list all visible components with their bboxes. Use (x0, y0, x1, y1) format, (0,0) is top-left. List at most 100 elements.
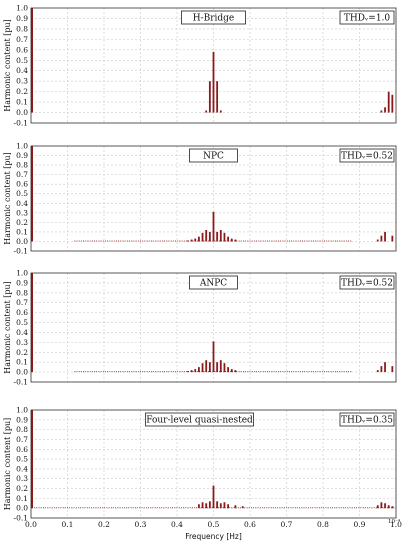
y-axis-label: Harmonic content [pu] (3, 418, 12, 511)
y-axis-label: Harmonic content [pu] (3, 152, 12, 245)
subplot-title-box (189, 148, 238, 163)
y-tick-label: 0.7 (16, 435, 28, 444)
subplot-2: 1.00.90.80.70.60.50.40.30.20.10.0-0.1Har… (3, 142, 397, 256)
harmonic-bar (391, 235, 394, 242)
subplot-title: NPC (203, 152, 224, 162)
subplot-3: 1.00.90.80.70.60.50.40.30.20.10.0-0.1Har… (3, 269, 397, 387)
harmonic-bar (205, 503, 208, 509)
subplot-title: Four-level quasi-nested (146, 416, 253, 426)
harmonic-bar (380, 110, 383, 113)
harmonic-bar (376, 239, 379, 242)
harmonic-bar (208, 501, 211, 509)
harmonic-bar (384, 107, 386, 113)
y-tick-label: 0.0 (16, 504, 28, 513)
y-tick-label: 0.0 (16, 368, 28, 377)
harmonic-bar (31, 146, 33, 242)
x-axis-multiplier: 10⁻⁴ (388, 518, 401, 525)
subplot-title: H-Bridge (193, 14, 235, 24)
harmonic-bar (384, 231, 386, 242)
harmonic-bar (212, 341, 215, 373)
harmonic-bar (201, 363, 204, 373)
y-tick-label: 0.2 (16, 348, 28, 357)
harmonic-bar (205, 110, 208, 113)
y-axis-label: Harmonic content [pu] (3, 281, 12, 374)
y-tick-label: 0.4 (16, 328, 28, 337)
harmonic-bar (219, 360, 222, 373)
x-tick-label: 0.5 (208, 520, 220, 529)
y-tick-label: 1.0 (16, 269, 28, 278)
y-tick-label: 0.3 (16, 208, 28, 217)
plot-frame (30, 409, 397, 519)
harmonic-bar (208, 362, 211, 373)
y-tick-label: 0.6 (16, 308, 28, 317)
y-axis-label: Harmonic content [pu] (3, 19, 12, 112)
harmonic-bar (194, 369, 197, 373)
y-tick-label: 1.0 (16, 406, 28, 415)
harmonic-bar (212, 485, 215, 509)
y-tick-label: 0.2 (16, 484, 28, 493)
subplot-title: ANPC (199, 279, 227, 289)
y-tick-label: 0.9 (16, 415, 28, 424)
y-tick-label: 0.1 (16, 98, 28, 107)
harmonic-bar (212, 211, 215, 242)
harmonic-bar (230, 238, 233, 242)
harmonic-bar (216, 501, 219, 509)
harmonic-bar (198, 367, 200, 373)
y-tick-label: 0.5 (16, 56, 28, 65)
harmonic-bar (216, 362, 219, 373)
harmonic-bar (31, 273, 33, 373)
harmonic-bar (384, 362, 386, 373)
x-tick-label: 0.8 (317, 520, 329, 529)
harmonic-bar (208, 231, 211, 242)
harmonic-bar (201, 502, 204, 509)
thd-value: THDᵥ=0.35 (341, 416, 393, 426)
y-tick-label: 1.0 (16, 142, 28, 151)
y-tick-label: 0.5 (16, 189, 28, 198)
subplot-1: 1.00.90.8 0.70.6 0.50.4 0.30.2 0.10.0 -0.1Har… (3, 4, 397, 128)
harmonic-bar (387, 91, 390, 113)
y-tick-label: 0.6 (16, 445, 28, 454)
thd-box (339, 412, 395, 427)
x-tick-label: 0.1 (62, 520, 74, 529)
y-tick-label: 0.1 (16, 494, 28, 503)
y-tick-label: 0.4 (16, 66, 28, 75)
y-tick-label: 0.5 (16, 455, 28, 464)
harmonic-bar (31, 8, 33, 113)
harmonic-bar (205, 230, 208, 242)
harmonic-bar (387, 505, 390, 509)
y-tick-label: 0.8 (16, 24, 28, 33)
harmonic-bar (230, 369, 233, 373)
subplot-title-box (181, 10, 246, 25)
harmonic-bar (376, 505, 379, 509)
y-tick-label: 1.0 (16, 4, 28, 13)
y-tick-label: 0.4 (16, 464, 28, 473)
harmonic-bar (219, 230, 222, 242)
y-tick-label: 0.7 (16, 298, 28, 307)
y-tick-label: 0.7 (16, 35, 28, 44)
harmonic-bar (219, 110, 222, 113)
y-tick-label: 0.1 (16, 358, 28, 367)
x-tick-label: 0.7 (281, 520, 293, 529)
y-tick-label: 0.6 (16, 45, 28, 54)
y-tick-label: -0.1 (14, 247, 28, 256)
harmonic-bar (234, 505, 237, 509)
x-tick-label: 0.0 (25, 520, 37, 529)
y-tick-label: 0.2 (16, 218, 28, 227)
y-tick-label: 0.6 (16, 180, 28, 189)
y-tick-label: 0.1 (16, 227, 28, 236)
x-tick-label: 0.3 (135, 520, 147, 529)
y-tick-label: 0.8 (16, 161, 28, 170)
harmonic-bar (212, 51, 215, 113)
harmonic-bar (380, 235, 383, 242)
thd-box (339, 275, 395, 290)
y-tick-label: -0.1 (14, 119, 28, 128)
harmonic-bar (380, 366, 383, 373)
thd-value: THDᵥ=0.52 (341, 152, 393, 162)
y-tick-label: 0.8 (16, 288, 28, 297)
harmonic-bar (198, 504, 200, 509)
harmonic-bar (201, 232, 204, 242)
harmonic-bar (219, 503, 222, 509)
y-tick-label: 0.9 (16, 151, 28, 160)
x-tick-label: 1.0 (390, 520, 402, 529)
harmonic-bar (194, 238, 197, 242)
